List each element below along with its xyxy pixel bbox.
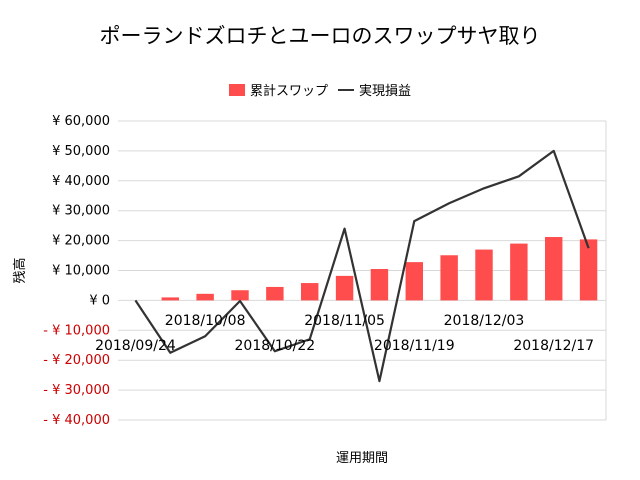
bar [370, 269, 389, 301]
y-tick-label: ¥ 0 [89, 293, 110, 308]
series-line [134, 149, 590, 383]
y-tick-label: - ¥ 10,000 [43, 323, 110, 338]
bar [161, 297, 179, 301]
legend-label-line: 実現損益 [359, 84, 412, 99]
y-tick-label: ¥ 10,000 [52, 264, 110, 279]
y-tick-label: ¥ 30,000 [52, 204, 110, 219]
chart-title: ポーランドズロチとユーロのスワップサヤ取り [99, 24, 541, 48]
x-tick-label: 2018/12/17 [513, 338, 594, 354]
bar [196, 293, 214, 301]
x-tick-label: 2018/11/05 [304, 313, 385, 329]
y-tick-label: ¥ 40,000 [52, 174, 110, 189]
x-tick-label: 2018/11/19 [374, 338, 455, 354]
x-tick-label: 2018/10/08 [165, 313, 246, 329]
bar [335, 275, 354, 301]
x-tick-label: 2018/12/03 [444, 313, 525, 329]
y-axis-label: 残高 [12, 257, 28, 283]
bar [579, 239, 598, 301]
y-tick-label: ¥ 60,000 [52, 114, 110, 129]
y-tick-label: ¥ 50,000 [52, 144, 110, 159]
bar [440, 255, 458, 301]
x-axis-label: 運用期間 [336, 451, 388, 466]
bar [510, 243, 528, 301]
bar [231, 290, 249, 301]
bar [475, 249, 493, 301]
bar [301, 283, 319, 301]
bar [545, 237, 563, 301]
legend-item-bar: 累計スワップ [228, 80, 328, 99]
legend-swatch-bar [228, 83, 245, 96]
y-tick-label: - ¥ 40,000 [43, 413, 110, 428]
legend-label-bar: 累計スワップ [249, 84, 328, 99]
legend-swatch-line [338, 88, 354, 91]
x-tick-label: 2018/09/24 [95, 338, 176, 354]
legend: 累計スワップ 実現損益 [0, 80, 640, 99]
x-tick-label: 2018/10/22 [235, 338, 316, 354]
y-tick-label: ¥ 20,000 [52, 234, 110, 249]
legend-item-line: 実現損益 [338, 80, 411, 99]
y-tick-label: - ¥ 30,000 [43, 383, 110, 398]
y-tick-label: - ¥ 20,000 [43, 353, 110, 368]
bar [405, 262, 423, 301]
bar [266, 286, 284, 301]
